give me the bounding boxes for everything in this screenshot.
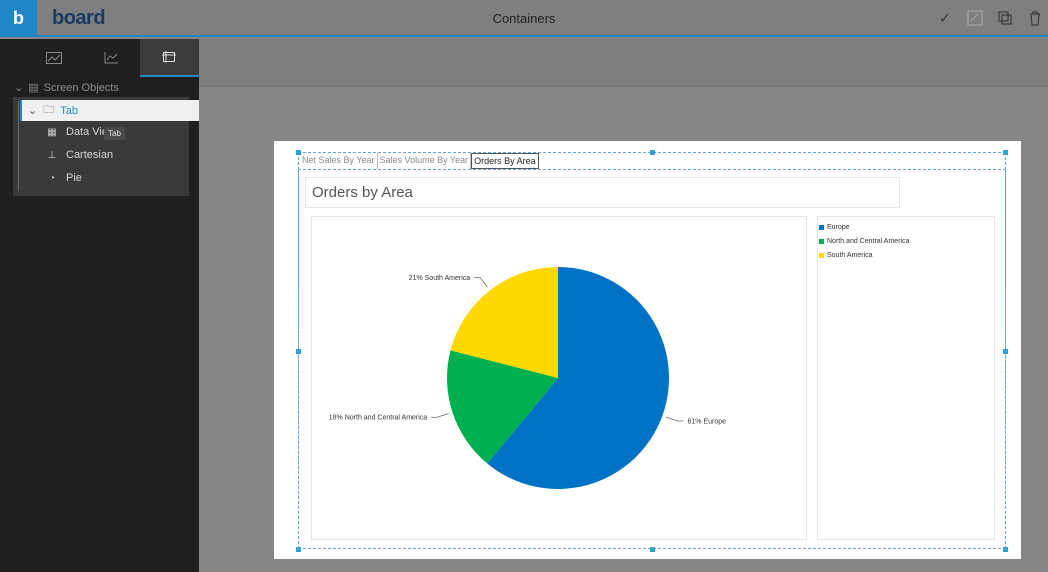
container-tabs: Net Sales By Year Sales Volume By Year O… xyxy=(300,153,539,169)
pie-label-leader xyxy=(431,413,449,418)
tree-item-cartesian[interactable]: ⊥ Cartesian xyxy=(46,149,113,161)
tab-net-sales[interactable]: Net Sales By Year xyxy=(300,153,378,169)
legend-label: North and Central America xyxy=(827,237,910,245)
legend-item[interactable]: South America xyxy=(819,248,909,262)
toolbar-strip xyxy=(199,39,1048,87)
tree-item-label: Data Vie xyxy=(66,126,108,138)
tab-content xyxy=(298,169,1006,549)
pie-slice[interactable] xyxy=(487,267,669,489)
tree-item-label: Pie xyxy=(66,172,82,184)
top-bar: b board Containers ✓ xyxy=(0,0,1048,37)
axis-icon: ⊥ xyxy=(47,149,57,161)
legend-list: Europe North and Central America South Ame… xyxy=(819,220,909,262)
app-logo[interactable]: b xyxy=(0,0,37,37)
resize-handle[interactable] xyxy=(1003,150,1008,155)
trash-icon[interactable] xyxy=(1026,8,1044,28)
tree-root[interactable]: ⌄ ▤ Screen Objects xyxy=(14,81,119,95)
legend-label: South America xyxy=(827,251,873,259)
legend-swatch xyxy=(819,224,824,230)
tree-item-label: Tab xyxy=(60,104,78,117)
tree-item-pie[interactable]: ◔ Pie xyxy=(46,172,82,184)
edit-grid-icon[interactable] xyxy=(966,8,984,28)
pie-slice[interactable] xyxy=(450,267,558,378)
container-icon[interactable] xyxy=(139,39,199,77)
legend-swatch xyxy=(819,238,824,244)
tree-connector xyxy=(18,101,19,191)
pie-label-leader xyxy=(666,416,684,422)
brand-name: board xyxy=(52,7,106,29)
tree-root-label: Screen Objects xyxy=(43,81,119,94)
panel-tabs xyxy=(0,39,199,77)
pie-data-label: 61% Europe xyxy=(687,419,726,426)
pie-data-label: 18% North and Central America xyxy=(329,415,428,422)
tab-orders-by-area[interactable]: Orders By Area xyxy=(471,153,539,169)
table-icon: ▦ xyxy=(47,126,57,138)
pie-icon: ◔ xyxy=(48,172,56,184)
resize-handle[interactable] xyxy=(650,547,655,552)
tree-item-data-view[interactable]: ▦ Data Vie xyxy=(46,126,108,138)
legend[interactable]: Europe North and Central America South Ame… xyxy=(817,216,995,540)
resize-handle[interactable] xyxy=(1003,547,1008,552)
check-icon[interactable]: ✓ xyxy=(938,10,952,27)
tree-panel: ⌄ 🗀 Tab ▦ Data Vie ⊥ Cartesian ◔ Pie xyxy=(13,97,199,196)
legend-item[interactable]: Europe xyxy=(819,220,909,234)
legend-swatch xyxy=(819,252,824,258)
chevron-down-icon[interactable]: ⌄ xyxy=(14,82,24,94)
folder-icon: 🗀 xyxy=(43,104,55,116)
page-title: Containers xyxy=(492,11,556,26)
resize-handle[interactable] xyxy=(296,547,301,552)
pie-data-label: 21% South America xyxy=(409,275,471,282)
legend-label: Europe xyxy=(827,223,850,231)
left-panel: ⌄ ▤ Screen Objects ⌄ 🗀 Tab ▦ Data Vie ⊥ … xyxy=(0,39,199,572)
chevron-down-icon[interactable]: ⌄ xyxy=(28,105,38,117)
resize-handle[interactable] xyxy=(650,150,655,155)
legend-item[interactable]: North and Central America xyxy=(819,234,909,248)
top-actions: ✓ xyxy=(936,8,1044,28)
pie-slice[interactable] xyxy=(447,350,558,464)
pie-label-leader xyxy=(474,277,488,288)
pie-chart[interactable]: 61% Europe 18% North and Central America 2… xyxy=(311,216,807,540)
screen-objects-icon: ▤ xyxy=(28,82,39,94)
tab-sales-volume[interactable]: Sales Volume By Year xyxy=(378,153,472,169)
resize-handle[interactable] xyxy=(296,150,301,155)
tree-item-label: Cartesian xyxy=(66,149,114,161)
chart-area[interactable] xyxy=(311,216,807,540)
copy-icon[interactable] xyxy=(996,8,1014,28)
tooltip: Tab xyxy=(104,127,125,140)
chart-layout-icon[interactable] xyxy=(82,39,139,77)
chart-title[interactable]: Orders by Area xyxy=(305,177,900,208)
layout-icon[interactable] xyxy=(25,39,82,77)
tree-item-tab[interactable]: ⌄ 🗀 Tab xyxy=(20,100,199,121)
